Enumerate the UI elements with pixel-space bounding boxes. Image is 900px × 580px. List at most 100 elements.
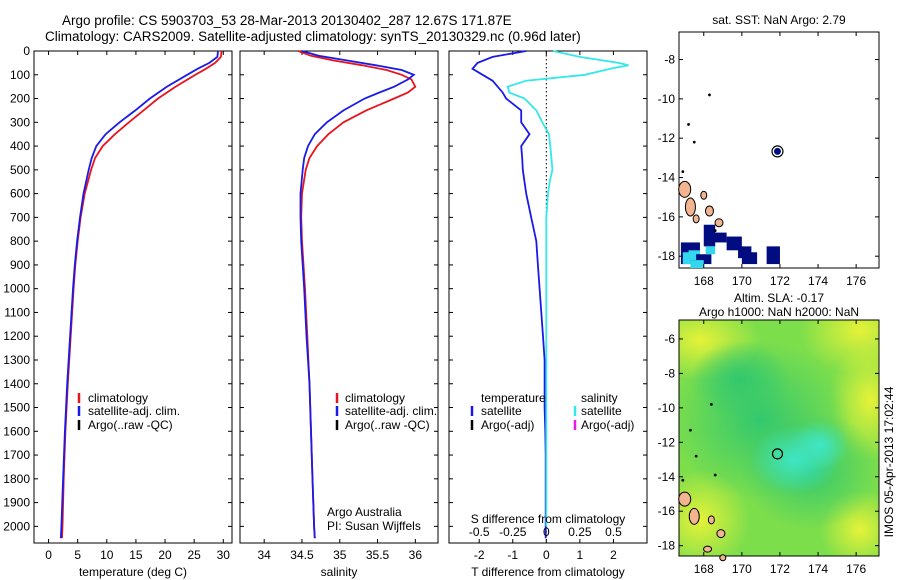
sla-map-island [688,507,700,525]
temperature-axes-frame [33,50,233,544]
sst-map-cell [696,254,712,265]
sst-map-ytick-label: -14 [658,171,676,185]
difference-axes-frame [448,50,648,544]
sst-map-cell [711,232,727,243]
difference-legend-label: Argo(-adj) [481,418,534,432]
sst-map-ytick-label: -12 [658,131,676,145]
difference-salinity-tick-label: 0.5 [605,525,622,539]
temperature-xtick-label: 10 [100,548,114,562]
difference-legend-label: satellite [481,404,522,418]
sst-map-xtick-label: 174 [808,274,828,288]
sst-map-ytick-label: -10 [658,92,676,106]
sla-map-island [707,515,715,525]
temperature-ytick-label: 400 [10,139,30,153]
temperature-ytick-label: 500 [10,163,30,177]
sst-map-ytick-label: -16 [658,210,676,224]
temperature-ytick-label: 100 [10,68,30,82]
difference-xtick-label: -2 [474,548,485,562]
temperature-ytick-label: 1000 [3,282,30,296]
sla-map-islet [713,473,717,477]
temperature-legend-label: satellite-adj. clim. [88,404,180,418]
salinity-xtick-label: 36 [409,548,423,562]
temperature-ytick-label: 1600 [3,424,30,438]
difference-xlabel2: S difference from climatology [471,512,626,526]
difference-legend-temp-title: temperature [481,391,546,405]
difference-salinity-tick-label: -0.5 [469,525,490,539]
sst-map-island [692,214,700,224]
temperature-ytick-label: 1900 [3,496,30,510]
difference-xtick-label: -1 [507,548,518,562]
sla-map-marker [771,448,784,460]
figure-title-line1: Argo profile: CS 5903703_53 28-Mar-2013 … [62,13,512,28]
salinity-series-satellite [299,50,416,539]
sst-map-cell [766,246,780,265]
sla-map-xtick-label: 176 [846,562,866,576]
difference-xtick-label: 2 [610,548,617,562]
sla-map-ytick-label: -12 [658,435,676,449]
imos-stamp: IMOS 05-Apr-2013 17:02:44 [882,386,896,537]
sla-map-low-blob [790,420,850,470]
difference-salinity-tick-label: 0 [543,525,550,539]
sst-map-islet [687,123,690,126]
sla-map-island [716,529,726,539]
temperature-ytick-label: 800 [10,234,30,248]
sla-map-ytick-label: -14 [658,470,676,484]
sst-map-xtick-label: 168 [694,274,714,288]
temperature-ytick-label: 1800 [3,472,30,486]
salinity-legend-label: Argo(..raw -QC) [345,418,430,432]
sst-map-ytick-label: -18 [658,249,676,263]
temperature-xtick-label: 15 [129,548,143,562]
salinity-xtick-label: 34 [258,548,272,562]
temperature-ytick-label: 1400 [3,377,30,391]
temperature-legend-label: Argo(..raw -QC) [88,418,173,432]
sla-map-ytick-label: -8 [664,366,675,380]
difference-legend-label: Argo(-adj) [581,418,634,432]
difference-salinity-tick-label: -0.25 [499,525,527,539]
salinity-xtick-label: 35 [333,548,347,562]
sst-map-island [704,205,714,217]
sla-map-island [703,545,713,553]
salinity-annotation-line2: PI: Susan Wijffels [327,519,421,533]
sla-map-ytick-label: -10 [658,401,676,415]
temperature-ytick-label: 600 [10,187,30,201]
sst-map-cell [705,246,716,255]
temperature-xtick-label: 30 [217,548,231,562]
temperature-series-satellite [59,50,219,539]
difference-xlabel: T difference from climatology [471,565,625,579]
sla-map-islet [689,428,692,432]
temperature-ytick-label: 1300 [3,353,30,367]
difference-salinity-tick-label: 0.25 [568,525,592,539]
sst-map-xtick-label: 170 [732,274,752,288]
sst-map-islet [713,229,717,233]
difference-xtick-label: 1 [577,548,584,562]
difference-series-satellite [471,50,547,539]
temperature-ytick-label: 2000 [3,519,30,533]
sla-map-island [719,554,727,562]
sla-map-mid-blob [690,340,790,420]
sst-map-ytick-label: -8 [664,53,675,67]
salinity-annotation-line1: Argo Australia [327,505,402,519]
salinity-xtick-label: 35.5 [366,548,390,562]
sst-map-xtick-label: 172 [770,274,790,288]
sst-map-islet [692,140,696,144]
temperature-ytick-label: 1500 [3,401,30,415]
difference-xtick-label: 0 [543,548,550,562]
difference-legend-label: satellite [581,404,622,418]
sst-map-islet [708,93,711,97]
salinity-xtick-label: 34.5 [290,548,314,562]
temperature-xlabel: temperature (deg C) [79,565,187,579]
temperature-xtick-label: 5 [74,548,81,562]
sst-map-title: sat. SST: NaN Argo: 2.79 [712,13,846,27]
temperature-ytick-label: 1200 [3,329,30,343]
temperature-ytick-label: 1100 [4,305,30,319]
sla-map-island [678,491,692,507]
difference-series-sat_salinity [506,50,629,527]
sst-map-island [700,190,708,200]
sla-map-xtick-label: 168 [694,562,714,576]
salinity-legend-label: satellite-adj. clim. [345,404,437,418]
sst-map-cell [688,250,700,261]
salinity-xlabel: salinity [321,565,358,579]
sla-map-title: Altim. SLA: -0.17 [734,291,824,305]
sla-map-frame [678,319,880,557]
